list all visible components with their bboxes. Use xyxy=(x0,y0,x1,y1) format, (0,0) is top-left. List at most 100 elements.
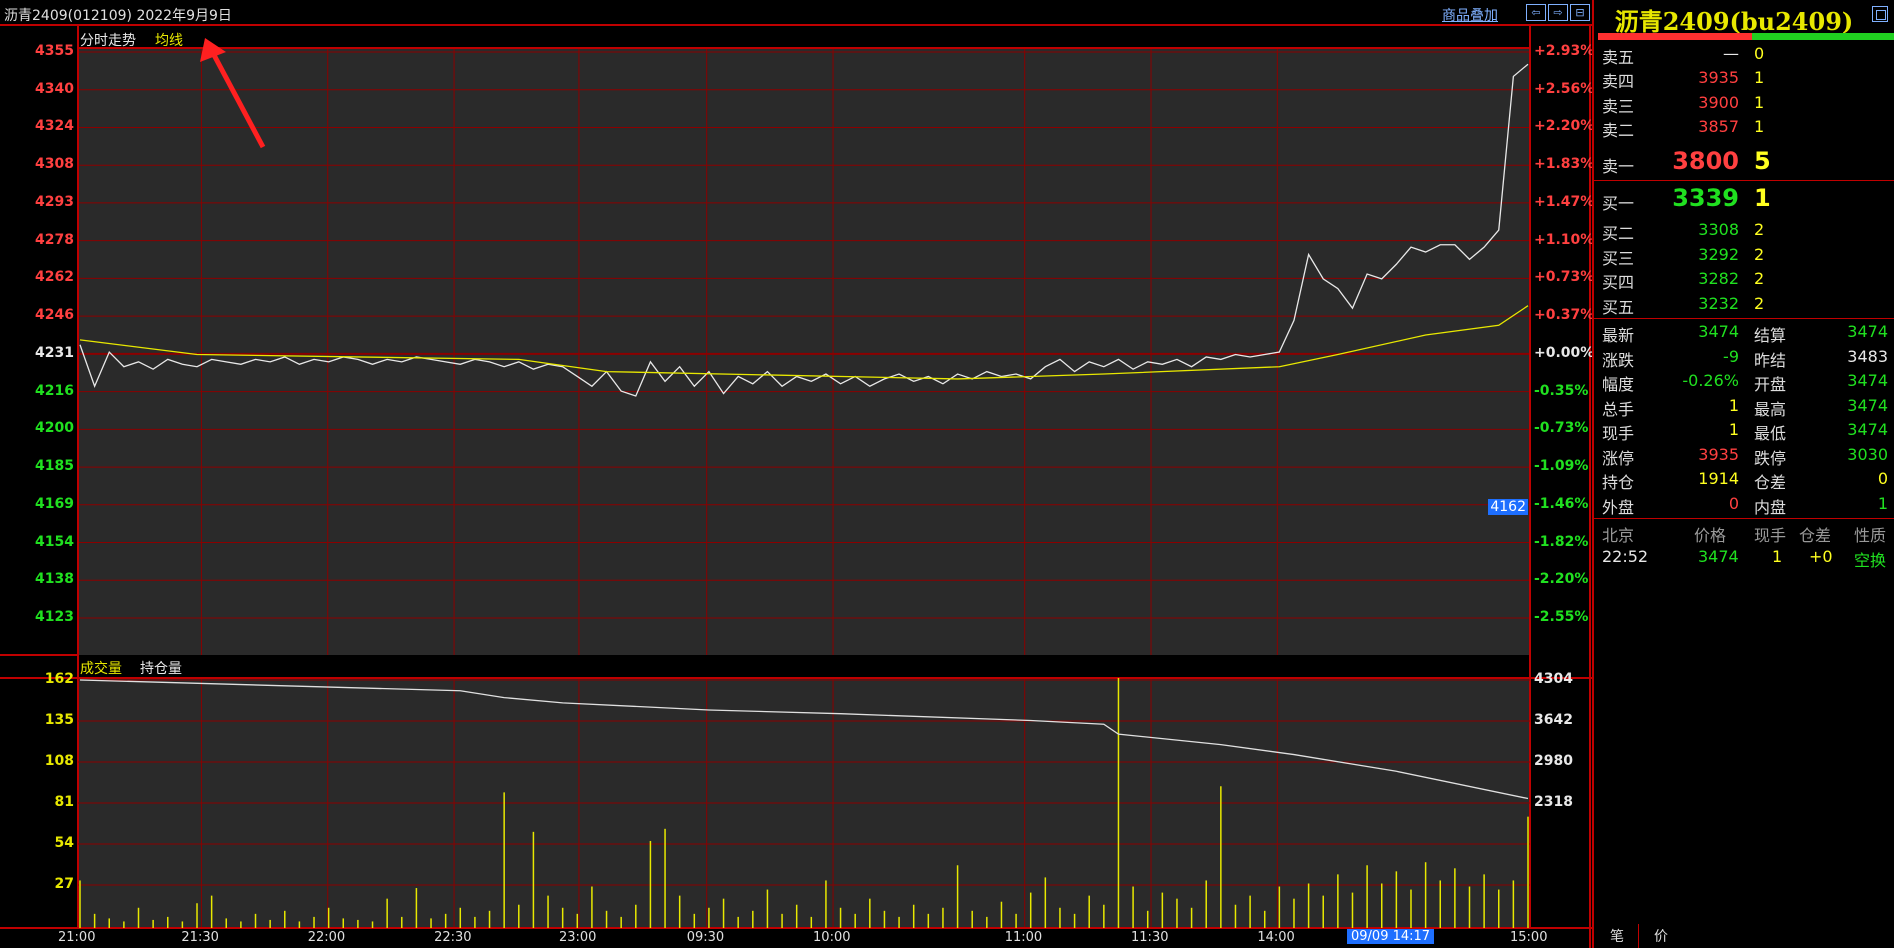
ask-volume: 1 xyxy=(1754,117,1765,136)
arrow-left-icon[interactable]: ⇦ xyxy=(1526,4,1546,21)
volume-tick-label: 27 xyxy=(54,876,74,892)
layout-icon[interactable]: ⊟ xyxy=(1570,4,1590,21)
stat-value: 3474 xyxy=(1847,371,1888,390)
stat-value: 3935 xyxy=(1698,444,1739,464)
price-tick-label: 4200 xyxy=(35,420,74,437)
oi-tick-label: 2318 xyxy=(1534,794,1573,810)
stat-value: 1 xyxy=(1728,420,1739,439)
price-tick-label: 4324 xyxy=(35,118,74,135)
bid-price: 3292 xyxy=(1698,245,1739,264)
price-tick-label: 4262 xyxy=(35,269,74,286)
stat-label: 开盘 xyxy=(1754,375,1787,394)
volume-tick-label: 162 xyxy=(44,671,74,687)
oi-tick-label: 2980 xyxy=(1534,753,1573,769)
bid-price: 3282 xyxy=(1698,269,1739,288)
cursor-time-label: 09/09 14:17 xyxy=(1347,929,1435,944)
percent-tick-label: -0.73% xyxy=(1534,420,1589,437)
bid-level-label: 买一 xyxy=(1602,194,1635,213)
stat-value: 1 xyxy=(1877,493,1888,513)
stat-label: 持仓 xyxy=(1602,473,1635,492)
percent-tick-label: +0.37% xyxy=(1534,307,1595,324)
volume-label: 成交量 xyxy=(80,661,122,677)
stat-value: 0 xyxy=(1877,469,1888,488)
time-tick-label: 22:00 xyxy=(307,930,346,945)
percent-tick-label: +1.10% xyxy=(1534,231,1595,248)
annotation-arrow-icon xyxy=(200,38,266,149)
trades-header-cell: 北京 xyxy=(1602,526,1635,545)
price-tick-label: 4355 xyxy=(35,43,74,59)
ask-volume: 5 xyxy=(1754,147,1771,175)
stat-value: 3474 xyxy=(1847,420,1888,439)
percent-tick-label: -0.35% xyxy=(1534,382,1589,399)
price-tick-label: 4340 xyxy=(35,80,74,97)
stat-value: 3474 xyxy=(1847,395,1888,415)
stat-label: 涨跌 xyxy=(1602,350,1635,370)
bid-level-label: 买三 xyxy=(1602,249,1635,268)
trade-cell: 3474 xyxy=(1698,547,1739,566)
price-tick-label: 4278 xyxy=(35,231,74,248)
stat-label: 最新 xyxy=(1602,326,1635,345)
arrow-right-icon[interactable]: ⇨ xyxy=(1548,4,1568,21)
stat-label: 内盘 xyxy=(1754,497,1787,517)
maximize-icon[interactable] xyxy=(1872,6,1888,22)
avg-line-label: 均线 xyxy=(155,33,183,49)
stat-label: 总手 xyxy=(1602,399,1635,419)
bid-volume: 1 xyxy=(1754,184,1771,212)
ask-price: 3800 xyxy=(1672,147,1739,175)
stat-value: -9 xyxy=(1723,346,1739,366)
bid-level-label: 买四 xyxy=(1602,273,1635,292)
oi-tick-label: 4304 xyxy=(1534,671,1573,687)
stat-label: 昨结 xyxy=(1754,350,1787,370)
ask-level-label: 卖五 xyxy=(1602,48,1635,67)
bid-volume: 2 xyxy=(1754,294,1765,313)
percent-tick-label: +1.83% xyxy=(1534,156,1595,173)
percent-tick-label: +0.73% xyxy=(1534,269,1595,286)
intraday-chart[interactable] xyxy=(0,26,1592,948)
time-tick-label: 09:30 xyxy=(686,930,725,945)
time-tick-label: 21:00 xyxy=(58,930,96,945)
trade-cell: 空换 xyxy=(1854,551,1887,570)
overlay-commodity-link[interactable]: 商品叠加 xyxy=(1442,8,1498,24)
time-tick-label: 22:30 xyxy=(434,930,472,945)
bid-volume: 2 xyxy=(1754,269,1765,288)
volume-tick-label: 54 xyxy=(54,835,74,851)
percent-tick-label: -1.46% xyxy=(1534,495,1589,512)
time-tick-label: 21:30 xyxy=(181,930,219,945)
tab-price[interactable]: 价 xyxy=(1654,929,1668,945)
ask-level-label: 卖一 xyxy=(1602,157,1635,176)
ask-price: — xyxy=(1723,44,1739,63)
stat-value: -0.26% xyxy=(1682,371,1739,390)
title-bar: 沥青2409(012109) 2022年9月9日 商品叠加 ⇦ ⇨ ⊟ xyxy=(0,0,1592,26)
ask-volume: 1 xyxy=(1754,93,1765,112)
oi-tick-label: 3642 xyxy=(1534,712,1573,728)
ask-price: 3900 xyxy=(1698,93,1739,112)
price-line xyxy=(79,63,1529,397)
percent-tick-label: -1.09% xyxy=(1534,458,1589,475)
bid-price: 3308 xyxy=(1698,220,1739,239)
price-tick-label: 4293 xyxy=(35,193,74,210)
percent-tick-label: +0.00% xyxy=(1534,344,1595,361)
price-tick-label: 4169 xyxy=(35,495,74,512)
stat-value: 1914 xyxy=(1698,469,1739,488)
volume-tick-label: 81 xyxy=(54,794,74,810)
price-tick-label: 4185 xyxy=(35,458,74,475)
price-tick-label: 4154 xyxy=(35,533,74,550)
percent-tick-label: +1.47% xyxy=(1534,193,1595,210)
percent-tick-label: -1.82% xyxy=(1534,533,1589,550)
stat-label: 仓差 xyxy=(1754,473,1787,492)
window-title: 沥青2409(012109) 2022年9月9日 xyxy=(4,8,232,24)
bid-level-label: 买二 xyxy=(1602,224,1635,243)
tab-ticks[interactable]: 笔 xyxy=(1610,929,1624,945)
volume-tick-label: 135 xyxy=(44,712,74,728)
percent-tick-label: -2.55% xyxy=(1534,609,1589,625)
stat-label: 最高 xyxy=(1754,399,1787,419)
tab-intraday[interactable]: 分时走势 xyxy=(80,33,136,49)
open-interest-line xyxy=(79,679,1529,800)
trades-header-cell: 现手 xyxy=(1754,526,1787,545)
stat-label: 跌停 xyxy=(1754,448,1787,468)
stat-label: 幅度 xyxy=(1602,375,1635,394)
price-tick-label: 4308 xyxy=(35,156,74,173)
percent-tick-label: -2.20% xyxy=(1534,571,1589,588)
bid-volume: 2 xyxy=(1754,220,1765,239)
cursor-price-label: 4162 xyxy=(1488,499,1528,515)
